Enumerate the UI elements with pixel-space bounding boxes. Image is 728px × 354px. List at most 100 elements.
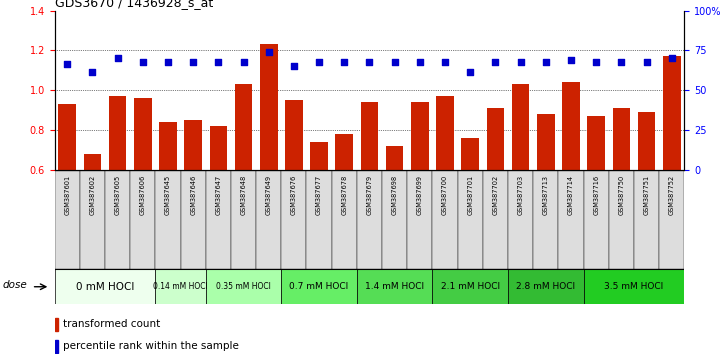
Text: GSM387601: GSM387601 (64, 175, 70, 215)
Text: GSM387645: GSM387645 (165, 175, 171, 215)
Text: GSM387602: GSM387602 (90, 175, 95, 215)
Bar (663, 56, 681, 289)
Point (61, 62, 73, 67)
Bar (587, 116, 605, 289)
Bar (558, 170, 584, 269)
Bar (411, 102, 429, 289)
Text: GSM387700: GSM387700 (442, 175, 448, 215)
Bar (256, 170, 281, 269)
Bar (260, 45, 277, 289)
Bar (432, 269, 508, 304)
Bar (436, 96, 454, 289)
Text: percentile rank within the sample: percentile rank within the sample (63, 342, 239, 352)
Bar (206, 170, 231, 269)
Point (590, 59, 602, 65)
Bar (612, 108, 630, 289)
Text: GSM387678: GSM387678 (341, 175, 347, 215)
Text: 2.1 mM HOCl: 2.1 mM HOCl (440, 282, 500, 291)
Text: GSM387646: GSM387646 (190, 175, 196, 215)
Text: GSM387698: GSM387698 (392, 175, 397, 215)
Bar (360, 102, 379, 289)
Bar (584, 269, 684, 304)
Point (540, 59, 552, 65)
Bar (130, 170, 155, 269)
Text: transformed count: transformed count (63, 319, 160, 330)
Bar (512, 84, 529, 289)
Bar (533, 170, 558, 269)
Bar (84, 154, 101, 289)
Bar (184, 120, 202, 289)
Bar (55, 170, 80, 269)
Point (237, 59, 249, 65)
Point (288, 64, 300, 69)
Bar (105, 170, 130, 269)
Bar (281, 170, 306, 269)
Text: GSM387751: GSM387751 (644, 175, 649, 215)
Point (162, 59, 174, 65)
Bar (458, 170, 483, 269)
Text: GSM387716: GSM387716 (593, 175, 599, 215)
Bar (210, 126, 227, 289)
Bar (281, 269, 357, 304)
Text: GSM387606: GSM387606 (140, 175, 146, 215)
Text: 2.8 mM HOCl: 2.8 mM HOCl (516, 282, 575, 291)
Bar (508, 170, 533, 269)
Text: dose: dose (3, 280, 28, 290)
Bar (231, 170, 256, 269)
Point (389, 59, 400, 65)
Point (213, 59, 224, 65)
Point (666, 56, 678, 61)
Point (489, 59, 501, 65)
Point (616, 59, 628, 65)
Text: 0 mM HOCl: 0 mM HOCl (76, 282, 134, 292)
Text: 0.35 mM HOCl: 0.35 mM HOCl (216, 282, 271, 291)
Bar (234, 84, 253, 289)
Point (313, 59, 325, 65)
Text: GSM387649: GSM387649 (266, 175, 272, 215)
Point (263, 50, 274, 55)
Text: GSM387679: GSM387679 (366, 175, 373, 215)
Text: GSM387677: GSM387677 (316, 175, 322, 215)
Point (87, 69, 98, 75)
Point (137, 59, 149, 65)
Text: GSM387713: GSM387713 (543, 175, 549, 215)
Bar (336, 134, 353, 289)
Point (641, 59, 652, 65)
Point (464, 69, 476, 75)
Point (439, 59, 451, 65)
Point (414, 59, 426, 65)
Bar (508, 269, 584, 304)
Bar (584, 170, 609, 269)
Text: GSM387703: GSM387703 (518, 175, 523, 215)
Bar (386, 146, 403, 289)
Point (565, 58, 577, 63)
Text: GDS3670 / 1436928_s_at: GDS3670 / 1436928_s_at (55, 0, 213, 10)
Text: GSM387605: GSM387605 (114, 175, 121, 215)
Point (339, 59, 350, 65)
Point (515, 59, 526, 65)
Bar (155, 269, 206, 304)
Bar (58, 104, 76, 289)
Text: GSM387648: GSM387648 (240, 175, 247, 215)
Bar (55, 340, 58, 353)
Bar (108, 96, 127, 289)
Text: GSM387752: GSM387752 (669, 175, 675, 215)
Bar (55, 318, 58, 331)
Point (112, 56, 124, 61)
Bar (306, 170, 332, 269)
Bar (432, 170, 458, 269)
Bar (382, 170, 407, 269)
Bar (357, 170, 382, 269)
Text: GSM387676: GSM387676 (291, 175, 297, 215)
Bar (206, 269, 281, 304)
Bar (659, 170, 684, 269)
Bar (285, 100, 303, 289)
Bar (80, 170, 105, 269)
Bar (486, 108, 505, 289)
Text: GSM387701: GSM387701 (467, 175, 473, 215)
Bar (462, 138, 479, 289)
Bar (407, 170, 432, 269)
Bar (537, 114, 555, 289)
Text: 1.4 mM HOCl: 1.4 mM HOCl (365, 282, 424, 291)
Point (187, 59, 199, 65)
